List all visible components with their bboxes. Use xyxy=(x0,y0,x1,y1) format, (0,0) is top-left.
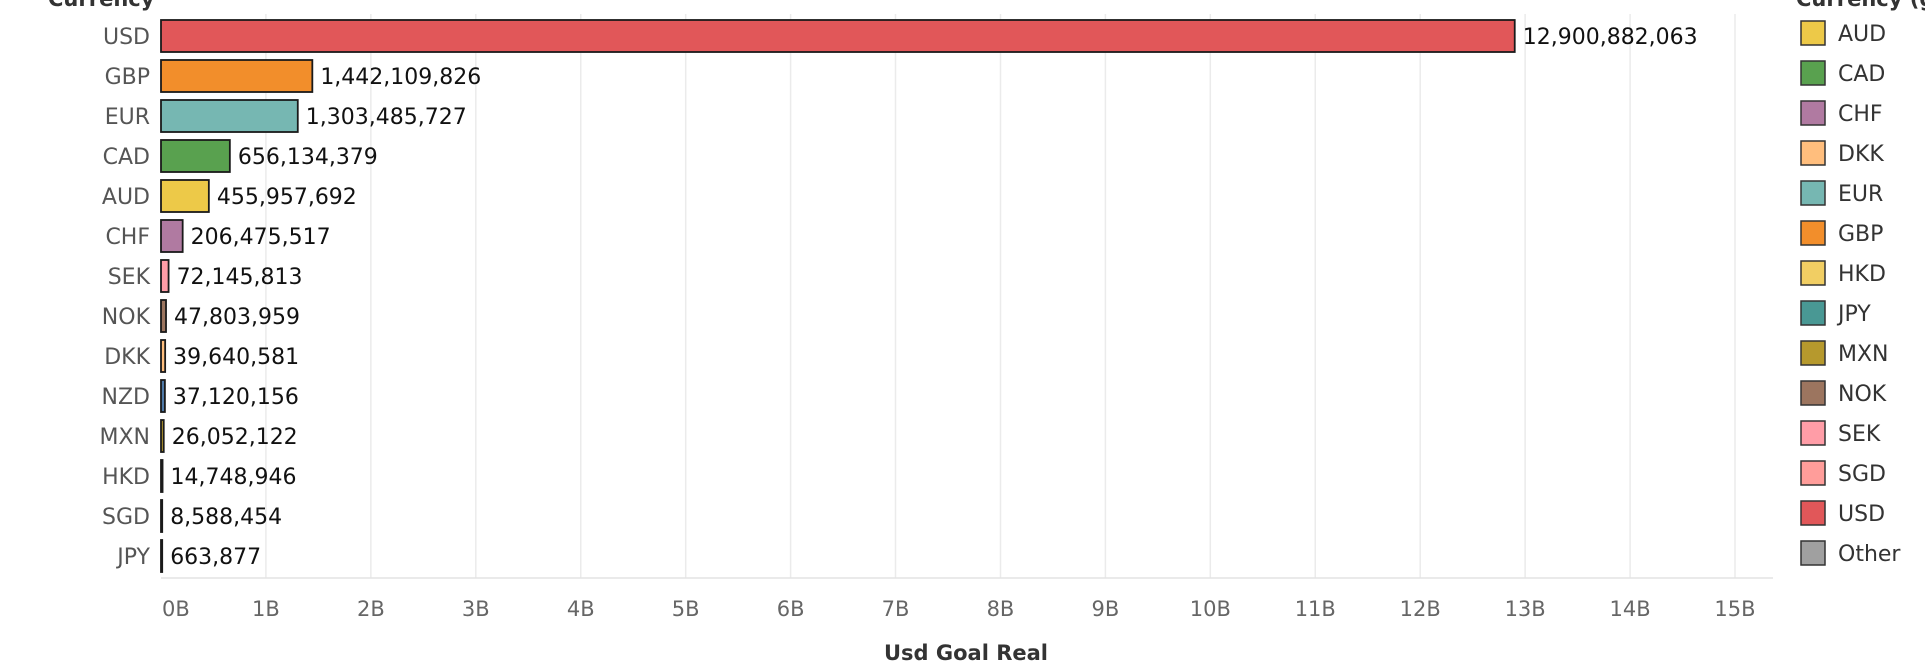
legend-label[interactable]: HKD xyxy=(1838,262,1886,287)
legend-label[interactable]: MXN xyxy=(1838,342,1889,367)
x-tick-label: 15B xyxy=(1714,597,1755,621)
category-label: NOK xyxy=(102,305,151,330)
value-label: 39,640,581 xyxy=(173,345,299,370)
x-tick-label: 12B xyxy=(1400,597,1441,621)
legend-label[interactable]: SGD xyxy=(1838,462,1886,487)
bar-dkk[interactable] xyxy=(160,339,167,373)
x-tick-label: 10B xyxy=(1190,597,1231,621)
category-label: JPY xyxy=(115,545,150,570)
x-tick-label: 1B xyxy=(252,597,280,621)
bar-chf[interactable] xyxy=(160,219,184,253)
category-label: HKD xyxy=(102,465,150,490)
category-label: DKK xyxy=(104,345,150,370)
bar-usd[interactable] xyxy=(160,19,1516,53)
legend-label[interactable]: CHF xyxy=(1838,102,1883,127)
category-label: AUD xyxy=(102,185,150,210)
legend-label[interactable]: AUD xyxy=(1838,22,1886,47)
legend-label[interactable]: DKK xyxy=(1838,142,1884,167)
legend-swatch[interactable] xyxy=(1800,420,1826,446)
bar-jpy[interactable] xyxy=(160,539,164,573)
legend-swatch[interactable] xyxy=(1800,20,1826,46)
value-label: 1,442,109,826 xyxy=(320,65,481,90)
x-tick-label: 2B xyxy=(357,597,385,621)
legend-label[interactable]: JPY xyxy=(1836,302,1871,327)
legend-label[interactable]: EUR xyxy=(1838,182,1883,207)
value-label: 455,957,692 xyxy=(217,185,357,210)
category-label: USD xyxy=(103,25,150,50)
category-label: SGD xyxy=(102,505,150,530)
legend-swatch[interactable] xyxy=(1800,180,1826,206)
bar-sgd[interactable] xyxy=(160,499,164,533)
x-axis-ticks: 0B 1B 2B 3B 4B 5B 6B 7B 8B 9B 10B 11B 12B 13B 14B 15B xyxy=(162,597,1756,621)
category-label: NZD xyxy=(102,385,150,410)
x-tick-label: 9B xyxy=(1092,597,1120,621)
legend-label[interactable]: CAD xyxy=(1838,62,1885,87)
legend-label[interactable]: NOK xyxy=(1838,382,1887,407)
bar-mxn[interactable] xyxy=(160,419,165,453)
legend-label[interactable]: GBP xyxy=(1838,222,1883,247)
x-axis-title: Usd Goal Real xyxy=(884,641,1048,663)
bar-gbp[interactable] xyxy=(160,59,314,93)
value-label: 37,120,156 xyxy=(173,385,299,410)
x-tick-label: 11B xyxy=(1295,597,1336,621)
x-tick-label: 0B xyxy=(162,597,190,621)
legend-swatch[interactable] xyxy=(1800,220,1826,246)
category-label: MXN xyxy=(99,425,150,450)
bar-nok[interactable] xyxy=(160,299,167,333)
x-tick-label: 8B xyxy=(987,597,1015,621)
bar-hkd[interactable] xyxy=(160,459,164,493)
grid-lines xyxy=(161,14,1773,579)
category-label: GBP xyxy=(105,65,150,90)
x-tick-label: 6B xyxy=(777,597,805,621)
bars xyxy=(160,19,1516,573)
bar-aud[interactable] xyxy=(160,179,210,213)
value-label: 47,803,959 xyxy=(174,305,300,330)
legend-swatch[interactable] xyxy=(1800,100,1826,126)
x-tick-label: 14B xyxy=(1609,597,1650,621)
category-label: CAD xyxy=(103,145,150,170)
bar-sek[interactable] xyxy=(160,259,170,293)
x-tick-label: 7B xyxy=(882,597,910,621)
legend-swatch[interactable] xyxy=(1800,140,1826,166)
legend-swatch[interactable] xyxy=(1800,260,1826,286)
value-labels: 12,900,882,063 1,442,109,826 1,303,485,727… xyxy=(170,25,1697,570)
legend-label[interactable]: USD xyxy=(1838,502,1885,527)
legend-title: Currency (g xyxy=(1796,0,1925,11)
value-label: 206,475,517 xyxy=(191,225,331,250)
value-label: 72,145,813 xyxy=(177,265,303,290)
row-header: Currency xyxy=(48,0,155,11)
legend-label[interactable]: SEK xyxy=(1838,422,1881,447)
value-label: 26,052,122 xyxy=(172,425,298,450)
x-tick-label: 4B xyxy=(567,597,595,621)
legend-swatch[interactable] xyxy=(1800,300,1826,326)
category-label: CHF xyxy=(105,225,150,250)
category-labels: USD GBP EUR CAD AUD CHF SEK NOK DKK NZD MXN HKD SGD J… xyxy=(99,25,150,570)
x-tick-label: 5B xyxy=(672,597,700,621)
x-tick-label: 13B xyxy=(1505,597,1546,621)
bar-eur[interactable] xyxy=(160,99,299,133)
legend-swatch[interactable] xyxy=(1800,340,1826,366)
category-label: EUR xyxy=(105,105,150,130)
legend: AUD CAD CHF DKK EUR GBP HKD JPY MXN NOK SEK SGD USD O… xyxy=(1800,20,1901,567)
legend-swatch[interactable] xyxy=(1800,380,1826,406)
legend-swatch[interactable] xyxy=(1800,540,1826,566)
value-label: 14,748,946 xyxy=(171,465,297,490)
x-tick-label: 3B xyxy=(462,597,490,621)
category-label: SEK xyxy=(108,265,151,290)
bar-nzd[interactable] xyxy=(160,379,166,413)
bar-cad[interactable] xyxy=(160,139,231,173)
value-label: 12,900,882,063 xyxy=(1523,25,1698,50)
value-label: 1,303,485,727 xyxy=(306,105,467,130)
legend-swatch[interactable] xyxy=(1800,460,1826,486)
legend-swatch[interactable] xyxy=(1800,60,1826,86)
legend-swatch[interactable] xyxy=(1800,500,1826,526)
value-label: 8,588,454 xyxy=(170,505,282,530)
legend-label[interactable]: Other xyxy=(1838,542,1901,567)
value-label: 663,877 xyxy=(170,545,261,570)
value-label: 656,134,379 xyxy=(238,145,378,170)
